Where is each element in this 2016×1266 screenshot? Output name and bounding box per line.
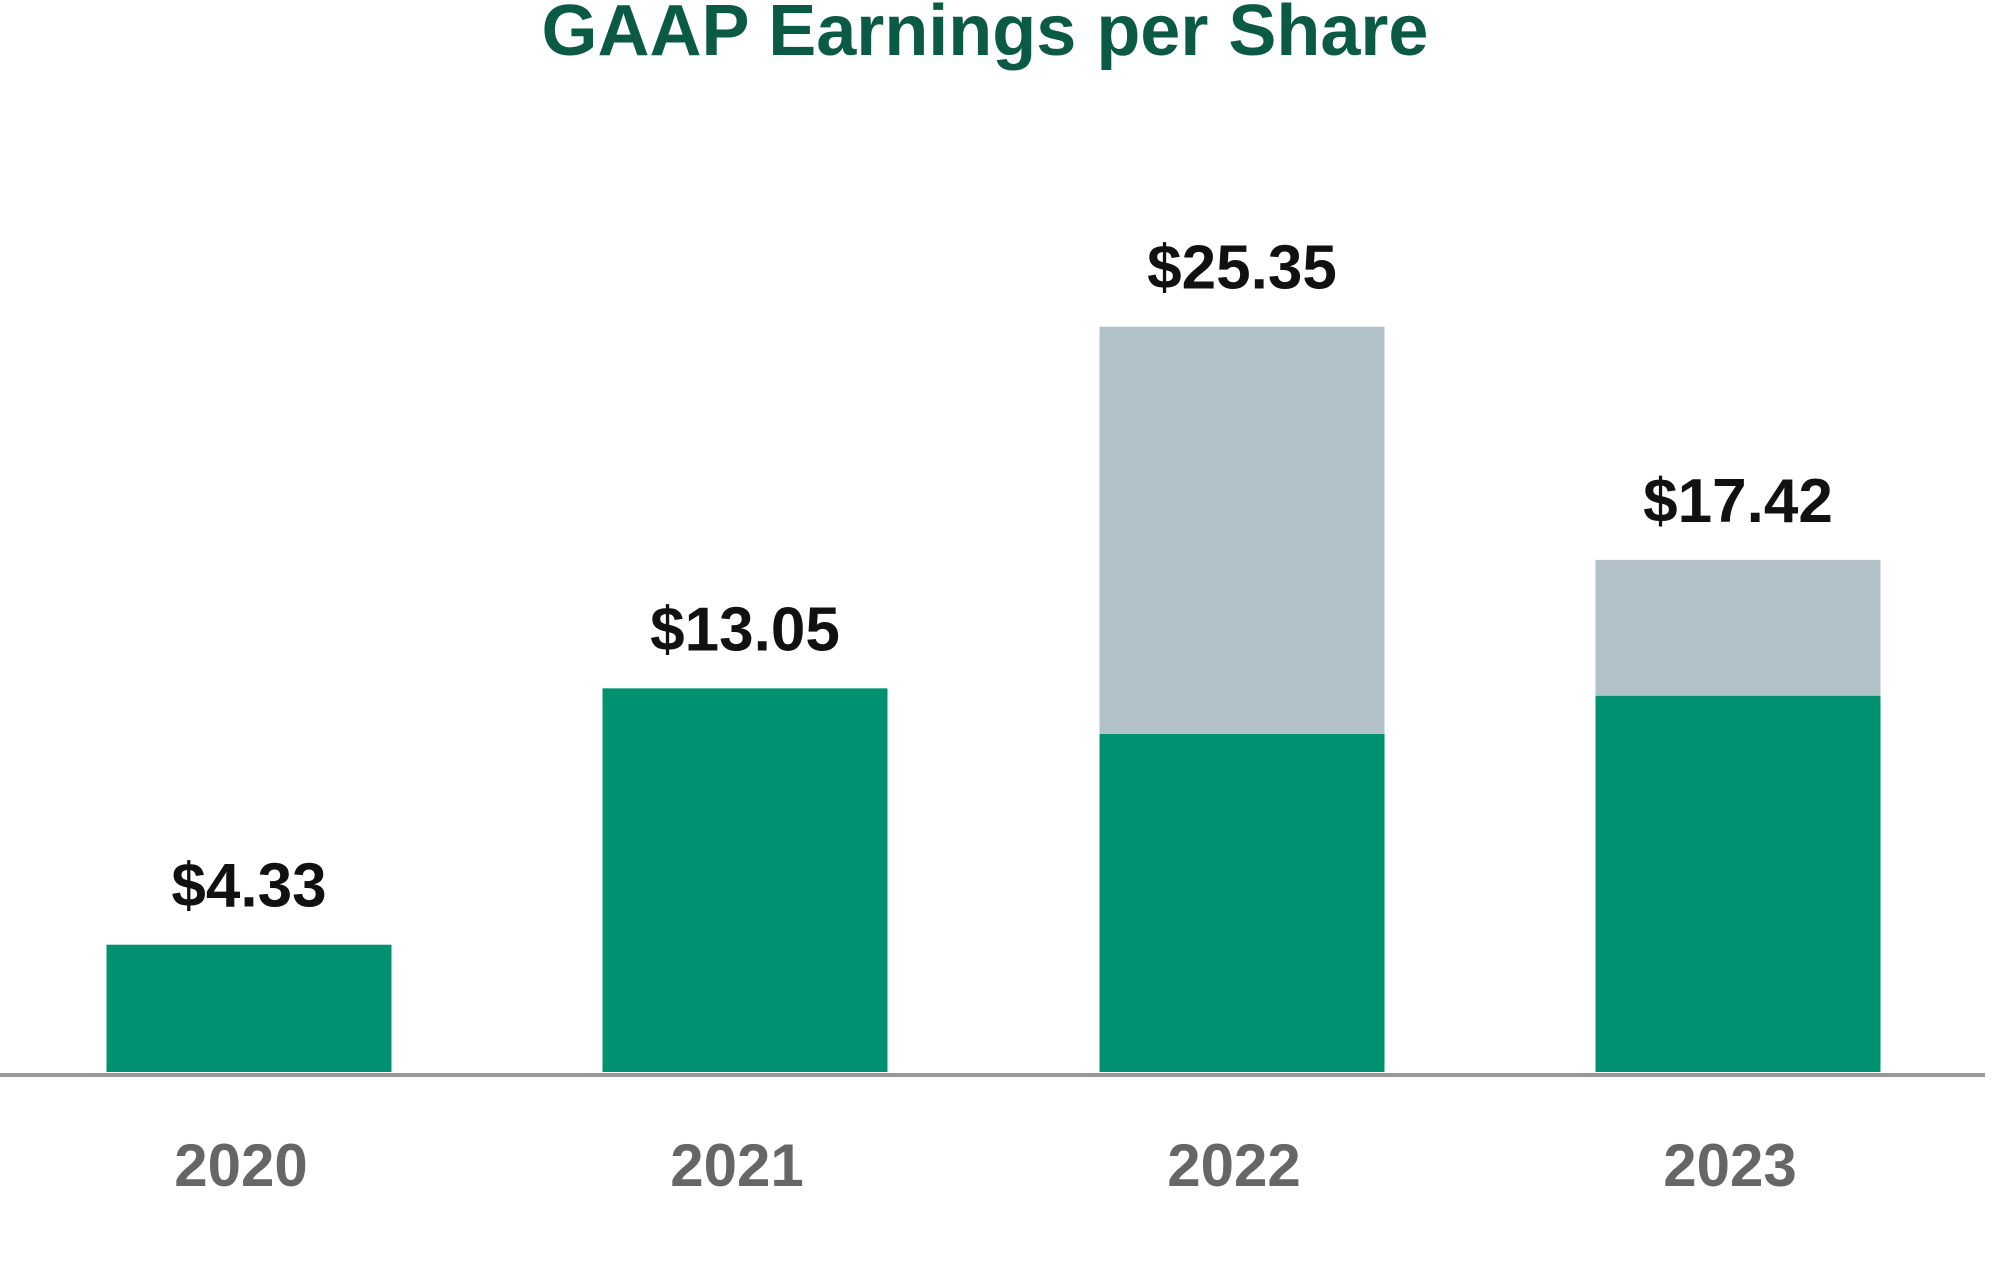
bar-2022-additional xyxy=(1099,326,1385,734)
bar-2023-base xyxy=(1595,695,1881,1072)
value-label-2022: $25.35 xyxy=(1147,234,1337,303)
bar-2020-base xyxy=(106,944,392,1072)
value-label-2023: $17.42 xyxy=(1643,467,1833,536)
bar-2023-additional xyxy=(1595,559,1881,696)
category-labels-group: 2020 2021 2022 2023 xyxy=(174,1132,1796,1199)
bar-2022-base xyxy=(1099,733,1385,1072)
value-label-2021: $13.05 xyxy=(650,595,840,664)
category-label-2021: 2021 xyxy=(670,1132,803,1199)
bars-group xyxy=(106,326,1881,1072)
chart-title: GAAP Earnings per Share xyxy=(542,0,1429,71)
value-labels-group: $4.33 $13.05 $25.35 $17.42 xyxy=(171,234,1832,921)
category-label-2020: 2020 xyxy=(174,1132,307,1199)
category-label-2023: 2023 xyxy=(1663,1132,1796,1199)
bar-2021-base xyxy=(602,688,888,1072)
category-label-2022: 2022 xyxy=(1167,1132,1300,1199)
value-label-2020: $4.33 xyxy=(171,852,326,921)
